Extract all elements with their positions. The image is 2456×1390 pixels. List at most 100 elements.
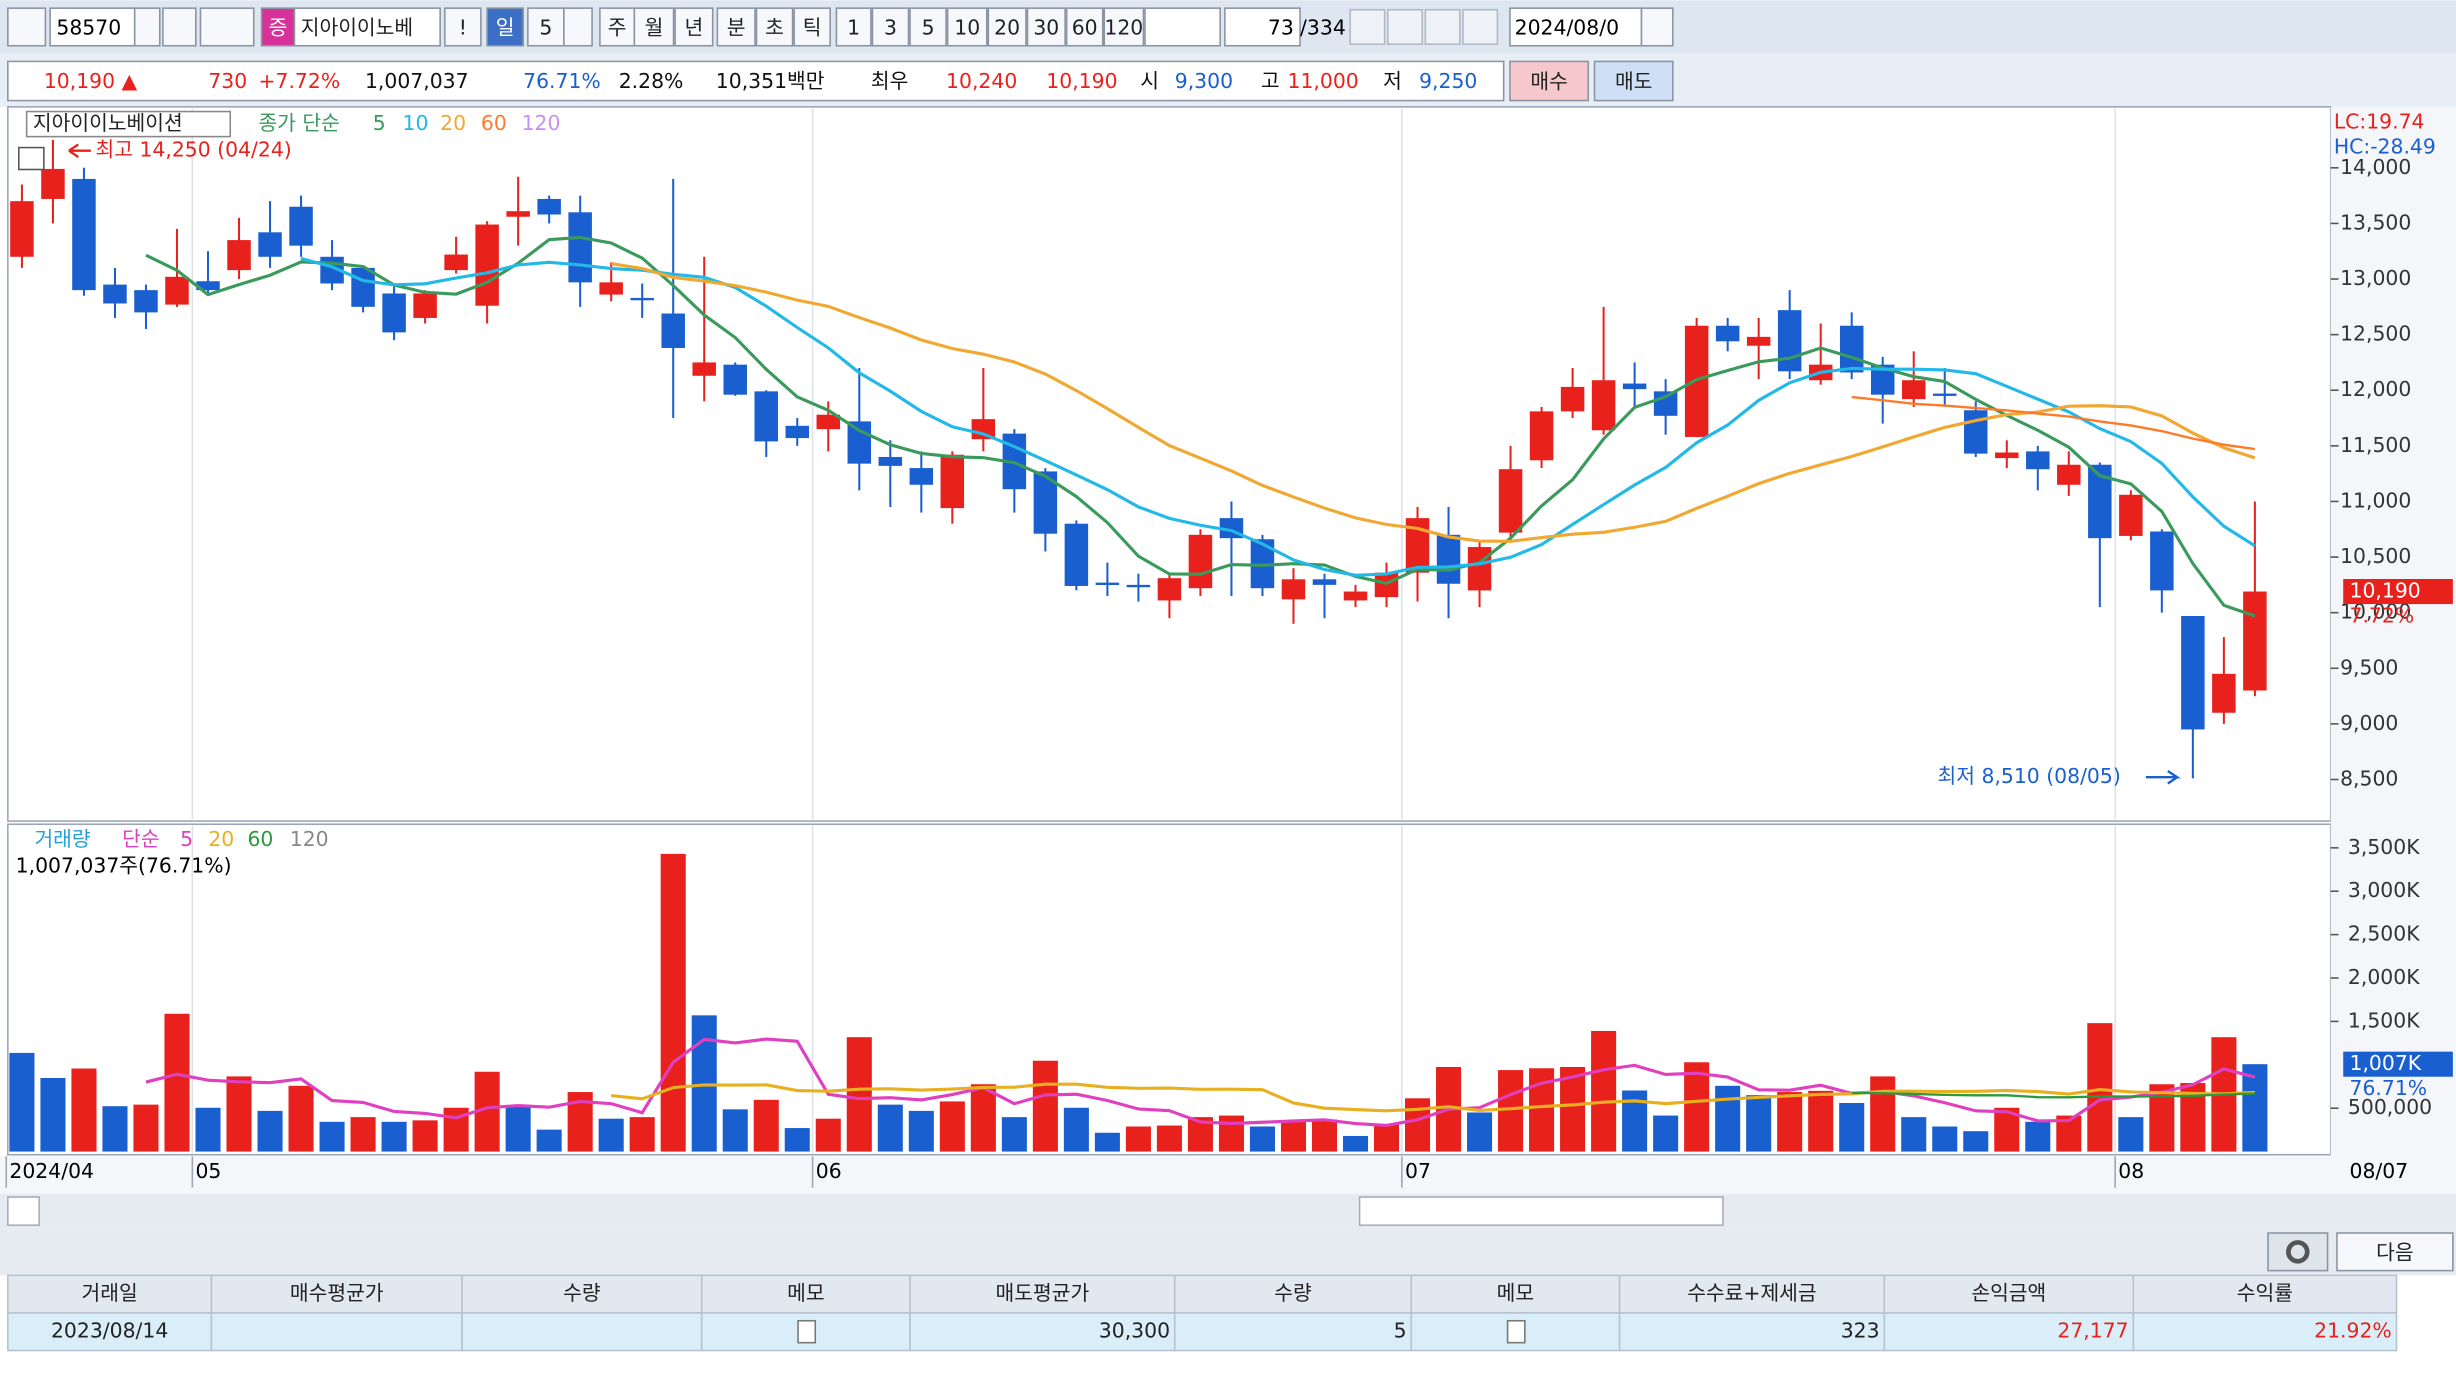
code-dropdown[interactable]	[133, 7, 161, 47]
tool-icon[interactable]	[1349, 8, 1386, 45]
button-label[interactable]: 초	[765, 16, 784, 40]
button-label[interactable]: 3	[884, 16, 897, 40]
scroll-thumb[interactable]	[1358, 1196, 1724, 1226]
button-label[interactable]: !	[459, 16, 467, 40]
button-label[interactable]: 120	[1104, 16, 1143, 40]
volume-bar	[629, 1117, 655, 1152]
button-label[interactable]: 분	[727, 16, 746, 40]
button[interactable]	[486, 7, 524, 47]
y-tick-label: 9,000	[2340, 711, 2398, 735]
volume-bar	[877, 1104, 903, 1152]
volume-bar	[257, 1110, 283, 1152]
candle-body	[692, 362, 716, 376]
button[interactable]	[444, 7, 482, 47]
button-label[interactable]: 주	[608, 16, 627, 40]
button-label[interactable]: 일	[496, 16, 515, 40]
button[interactable]	[1065, 7, 1104, 47]
button-label[interactable]: 20	[994, 16, 1020, 40]
search-button[interactable]	[162, 7, 197, 47]
button[interactable]	[946, 7, 988, 47]
next-button[interactable]	[2336, 1232, 2454, 1272]
memo-icon[interactable]	[797, 1319, 817, 1344]
blank-box[interactable]	[1144, 7, 1221, 47]
volume-bar	[164, 1013, 190, 1152]
button[interactable]	[1103, 7, 1145, 47]
table-header: 메모	[787, 1281, 824, 1305]
candle-body	[1622, 383, 1647, 390]
volume-tick-label: 2,500K	[2348, 922, 2420, 946]
table-header: 매수평균가	[290, 1281, 384, 1305]
volume-bar	[226, 1076, 252, 1152]
button[interactable]	[674, 7, 714, 47]
candle-body	[475, 224, 499, 306]
button-label[interactable]: 증	[269, 16, 288, 40]
tool-icon[interactable]	[1386, 8, 1424, 45]
button[interactable]	[793, 7, 831, 47]
button[interactable]	[716, 7, 756, 47]
count-box[interactable]	[1224, 7, 1301, 47]
calendar-button[interactable]	[1640, 7, 1674, 47]
button-label[interactable]: 1	[847, 16, 860, 40]
candle-body	[2150, 531, 2174, 591]
candle-body	[1591, 380, 1616, 431]
candle-body	[1870, 364, 1895, 395]
button-label[interactable]: 월	[645, 16, 664, 40]
button-label[interactable]: 5	[922, 16, 935, 40]
button-label[interactable]: 매도	[1615, 70, 1652, 94]
volume-bar	[970, 1084, 996, 1152]
sell-button[interactable]	[1593, 60, 1674, 102]
scroll-left[interactable]	[7, 1196, 40, 1226]
button[interactable]	[871, 7, 910, 47]
button[interactable]	[599, 7, 636, 47]
candle-body	[1746, 336, 1771, 346]
volume-bar	[9, 1052, 35, 1152]
button-label[interactable]: 60	[1072, 16, 1098, 40]
moving-average	[145, 235, 2256, 618]
volume-bar	[1653, 1115, 1679, 1152]
button[interactable]	[909, 7, 947, 47]
y-tick-label: 9,500	[2340, 655, 2398, 679]
button[interactable]	[755, 7, 794, 47]
candle-body	[630, 297, 654, 301]
memo-icon[interactable]	[1506, 1319, 1526, 1344]
settings-button[interactable]	[2267, 1232, 2329, 1272]
tool-icon[interactable]	[1424, 8, 1461, 45]
table-header-cell	[700, 1274, 911, 1314]
volume-bar	[1311, 1119, 1338, 1152]
buy-button[interactable]	[1509, 60, 1590, 102]
volume-bar	[722, 1109, 748, 1152]
volume-bar	[1404, 1098, 1431, 1152]
tool-icon[interactable]	[1462, 8, 1499, 45]
period-dropdown[interactable]	[563, 7, 593, 47]
menu-icon[interactable]	[7, 7, 47, 47]
candle-body	[1560, 386, 1585, 412]
volume-tick-label: 1,500K	[2348, 1008, 2420, 1032]
button[interactable]	[1026, 7, 1066, 47]
count: 73	[1268, 16, 1294, 40]
button-label[interactable]: 5	[539, 16, 552, 40]
scrollbar[interactable]	[0, 1193, 2456, 1229]
candle-body	[413, 293, 437, 318]
volume-bar	[753, 1099, 779, 1152]
volume-bar	[1777, 1092, 1803, 1152]
button[interactable]	[633, 7, 675, 47]
name-box[interactable]	[293, 7, 441, 47]
button[interactable]	[835, 7, 872, 47]
button-label[interactable]: 10	[954, 16, 980, 40]
sound-button[interactable]	[199, 7, 255, 47]
button-label[interactable]: 30	[1033, 16, 1059, 40]
button-label[interactable]: 년	[685, 16, 704, 40]
button[interactable]	[987, 7, 1027, 47]
button-label[interactable]: 다음	[2376, 1240, 2413, 1264]
button-label[interactable]: 매수	[1530, 70, 1567, 94]
candle-body	[878, 456, 903, 466]
last-volume: 1,007K	[2349, 1051, 2421, 1075]
quote-pct: +7.72%	[258, 69, 340, 93]
candle-body	[134, 290, 158, 313]
candle-body	[2119, 494, 2143, 536]
button-label[interactable]: 틱	[803, 16, 822, 40]
candle-body	[10, 201, 34, 257]
y-tick-label: 8,500	[2340, 766, 2398, 790]
date-box[interactable]	[1509, 7, 1643, 47]
candle-body	[258, 232, 282, 257]
